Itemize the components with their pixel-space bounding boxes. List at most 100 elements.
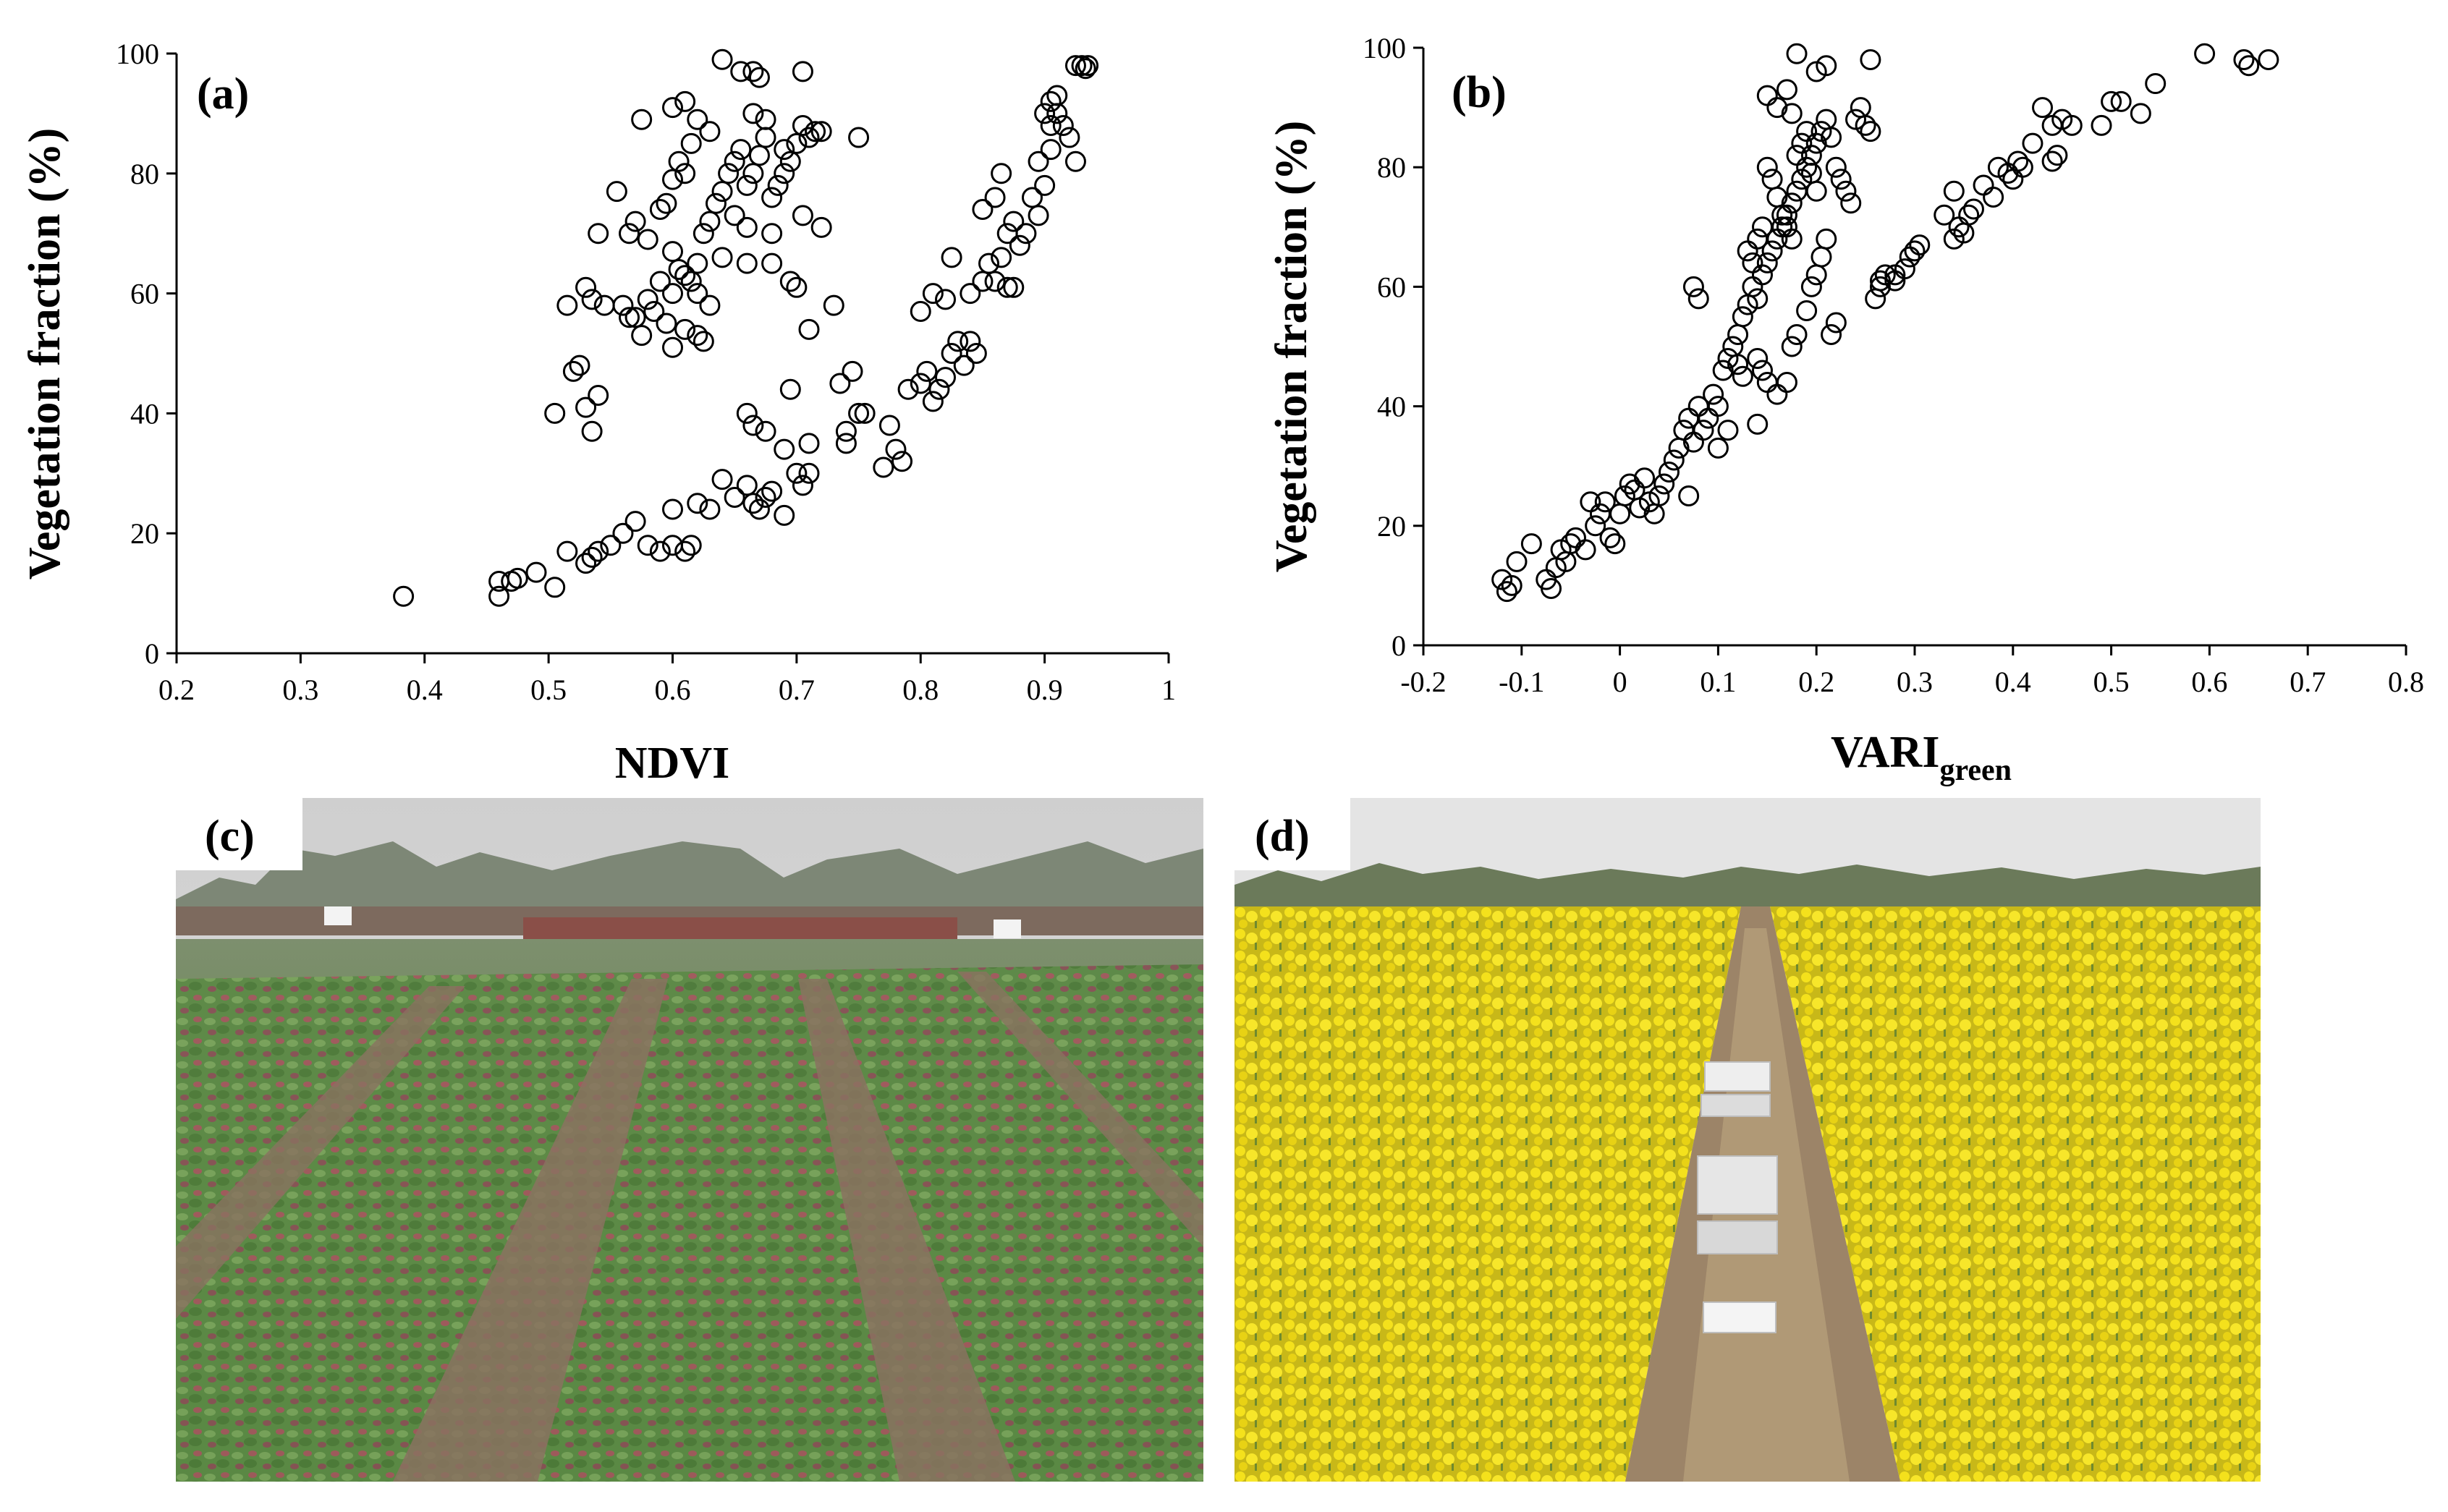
scatter-point (1791, 132, 1813, 154)
scatter-point (829, 373, 851, 394)
scatter-point (711, 48, 733, 70)
scatter-point (649, 271, 671, 292)
scatter-point (624, 511, 646, 532)
scatter-point (1028, 150, 1049, 172)
x-tick-label: 0.4 (1995, 666, 2031, 698)
chart-a-panel-label: (a) (197, 69, 249, 119)
scatter-point (730, 61, 752, 82)
scatter-point (680, 132, 702, 154)
scatter-point (991, 247, 1012, 268)
scatter-point (662, 169, 683, 190)
scatter-point (761, 187, 783, 208)
scatter-point (736, 475, 758, 496)
y-tick-label: 40 (130, 397, 159, 430)
scatter-point (885, 438, 907, 460)
scatter-point (941, 247, 962, 268)
scatter-point (687, 109, 708, 130)
scatter-point (792, 205, 813, 226)
scatter-point (687, 252, 708, 274)
scatter-point (1732, 365, 1753, 387)
scatter-point (525, 561, 547, 583)
chart-a: 0.2 0.3 0.4 0.5 0.6 0.7 0.8 0.9 1 0 20 40 60 80 100 (… (20, 38, 1176, 788)
x-tick-label: 1 (1161, 674, 1176, 706)
scatter-point (1756, 85, 1778, 106)
y-tick-label: 80 (130, 158, 159, 190)
scatter-point (1761, 240, 1783, 262)
x-tick-label: 0.8 (2388, 666, 2424, 698)
scatter-point (680, 535, 702, 556)
scatter-point (1659, 461, 1680, 483)
scatter-point (792, 475, 813, 496)
scatter-point (1810, 246, 1832, 268)
scatter-point (575, 553, 597, 574)
scatter-point (965, 343, 987, 364)
chart-b-y-ticks: 0 20 40 60 80 100 (1363, 32, 1423, 662)
x-tick-label: 0.6 (2191, 666, 2227, 698)
scatter-point (1816, 109, 1837, 130)
scatter-point (1727, 354, 1749, 375)
scatter-point (575, 396, 597, 418)
scatter-point (699, 294, 721, 316)
scatter-point (984, 271, 1006, 292)
scatter-point (2258, 49, 2279, 71)
scatter-point (2130, 103, 2151, 124)
scatter-point (1052, 114, 1074, 136)
scatter-point (742, 163, 764, 184)
scatter-point (1796, 121, 1818, 143)
scatter-point (1501, 574, 1522, 596)
scatter-point (1722, 336, 1744, 357)
y-tick-label: 0 (1392, 629, 1406, 662)
scatter-point (656, 192, 677, 214)
scatter-point (1585, 515, 1606, 537)
scatter-point (1496, 581, 1517, 603)
scatter-point (662, 283, 683, 305)
scatter-point (910, 300, 931, 322)
scatter-point (631, 109, 653, 130)
scatter-point (1028, 205, 1049, 226)
scatter-point (1786, 145, 1808, 166)
scatter-point (941, 343, 962, 364)
x-tick-label: -0.2 (1400, 666, 1446, 698)
scatter-point (1816, 55, 1837, 77)
scatter-point (724, 205, 745, 226)
scatter-point (674, 90, 696, 112)
scatter-point (767, 174, 789, 196)
scatter-point (699, 121, 721, 143)
scatter-point (960, 331, 981, 352)
scatter-point (562, 360, 584, 382)
scatter-point (687, 493, 708, 514)
scatter-point (1541, 578, 1562, 600)
scatter-point (798, 127, 820, 148)
scatter-point (711, 247, 733, 268)
scatter-point (786, 462, 808, 484)
scatter-point (1732, 306, 1753, 328)
photo-c-label: (c) (205, 812, 255, 861)
scatter-point (960, 283, 981, 305)
scatter-point (643, 300, 665, 322)
scatter-point (916, 360, 938, 382)
scatter-point (1003, 211, 1025, 232)
scatter-point (637, 229, 658, 250)
x-tick-label: 0 (1613, 666, 1627, 698)
scatter-point (774, 163, 795, 184)
scatter-point (1747, 413, 1769, 435)
chart-b-y-title: Vegetation fraction (%) (1267, 121, 1316, 572)
scatter-point (507, 567, 528, 589)
x-tick-label: 0.6 (655, 674, 691, 706)
scatter-point (1747, 348, 1769, 370)
scatter-point (922, 391, 944, 412)
scatter-point (619, 223, 640, 245)
x-tick-label: 0.5 (2093, 666, 2130, 698)
scatter-point (2194, 43, 2216, 64)
scatter-point (1003, 276, 1025, 298)
scatter-point (1075, 58, 1096, 80)
scatter-point (1943, 228, 1965, 250)
scatter-point (588, 540, 609, 562)
scatter-point (1707, 437, 1729, 459)
scatter-point (1520, 533, 1542, 555)
scatter-point (1682, 276, 1704, 297)
scatter-point (556, 540, 578, 562)
scatter-point (1663, 449, 1685, 471)
scatter-point (996, 223, 1018, 245)
scatter-point (606, 181, 627, 203)
